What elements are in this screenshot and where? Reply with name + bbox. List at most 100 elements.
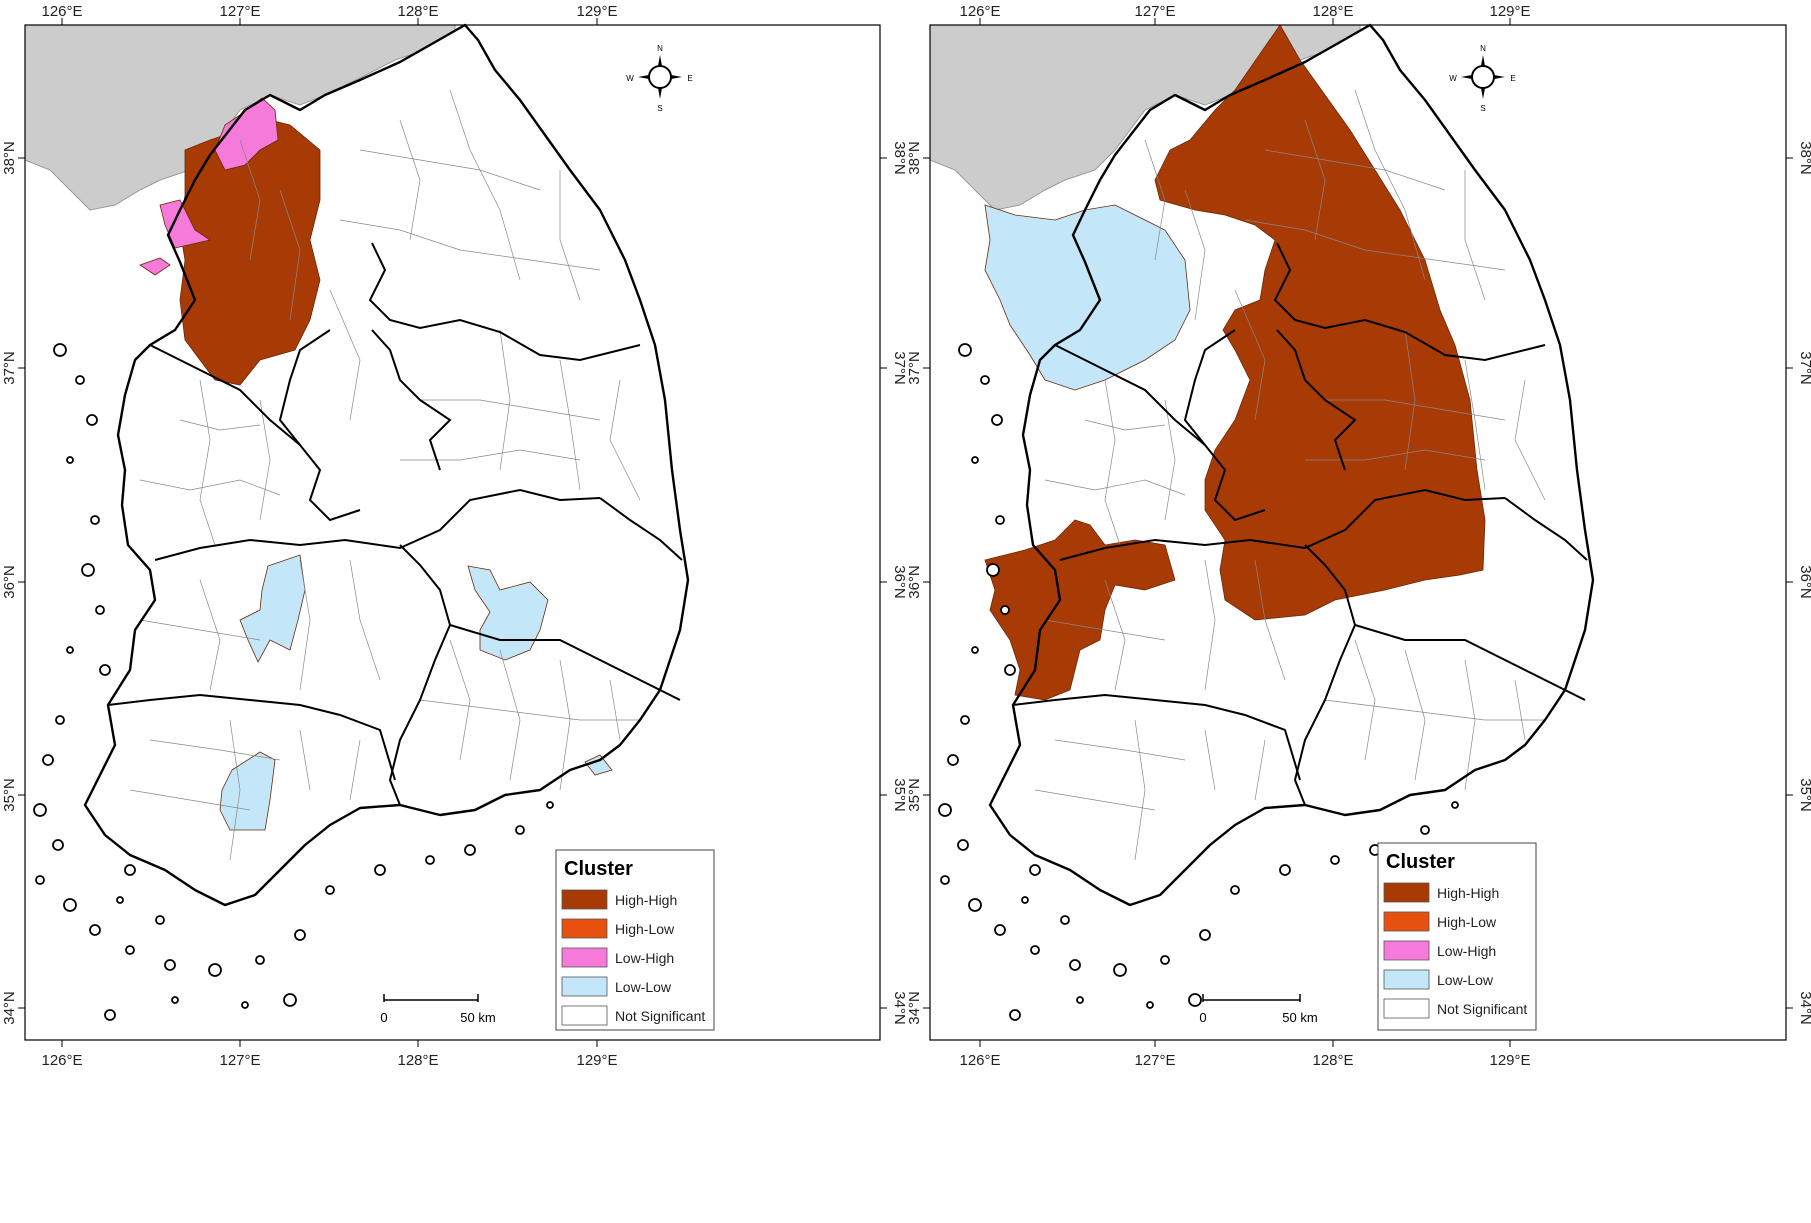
island <box>1330 855 1340 865</box>
longitude-tick-label-bottom: 128°E <box>1312 1052 1353 1069</box>
province-boundary <box>107 693 396 781</box>
island <box>124 864 136 876</box>
map-frame <box>24 24 881 1041</box>
district-boundary <box>1044 619 1166 641</box>
island <box>325 885 335 895</box>
latitude-tick-label-left: 36°N <box>906 565 923 599</box>
province-boundary <box>368 242 641 362</box>
district-boundary <box>1104 379 1121 546</box>
district-boundary <box>1204 559 1216 691</box>
island <box>991 414 1003 426</box>
latitude-tick-label-left: 35°N <box>906 778 923 812</box>
compass-label-e: E <box>1510 74 1515 83</box>
compass-label-n: N <box>1480 44 1486 53</box>
district-boundary <box>239 139 261 261</box>
latitude-tick-label-right: 35°N <box>891 778 905 812</box>
longitude-tick-label-top: 128°E <box>397 3 438 20</box>
longitude-tick-label-top: 129°E <box>1489 3 1530 20</box>
legend-swatch <box>561 947 608 968</box>
district-boundary <box>139 619 261 641</box>
longitude-tick-label-bottom: 129°E <box>1489 1052 1530 1069</box>
longitude-tick-label-top: 129°E <box>576 3 617 20</box>
island <box>1146 1001 1154 1009</box>
island <box>1069 959 1081 971</box>
compass-label-w: W <box>1449 74 1457 83</box>
longitude-tick-label-bottom: 127°E <box>219 1052 260 1069</box>
legend-item-label: Low-Low <box>615 979 672 995</box>
cluster-region-low-high <box>214 97 279 171</box>
island <box>986 563 1000 577</box>
island <box>116 896 124 904</box>
legend: Cluster High-High High-Low Low-High Low-Low N… <box>555 849 715 1031</box>
district-boundary <box>559 170 581 301</box>
province-boundary <box>388 544 452 806</box>
island <box>95 605 105 615</box>
island <box>55 715 65 725</box>
district-boundary <box>499 329 511 471</box>
district-boundary <box>1304 119 1326 241</box>
legend-swatch <box>561 889 608 910</box>
district-boundary <box>400 449 581 461</box>
district-boundary <box>1324 699 1545 721</box>
longitude-tick-label-bottom: 126°E <box>41 1052 82 1069</box>
island <box>1420 825 1430 835</box>
district-boundary <box>1084 419 1166 431</box>
longitude-tick-label-bottom: 129°E <box>576 1052 617 1069</box>
island <box>86 414 98 426</box>
latitude-tick-label-right: 37°N <box>1797 351 1811 385</box>
cluster-region-low-high <box>159 199 211 249</box>
province-boundary <box>149 344 301 446</box>
district-boundary <box>419 699 640 721</box>
latitude-tick-label-right: 34°N <box>891 991 905 1025</box>
district-boundary <box>1514 679 1526 741</box>
district-boundary <box>609 679 621 741</box>
district-boundary <box>399 119 421 241</box>
scale-label-end: 50 km <box>460 1010 495 1025</box>
longitude-tick-label-bottom: 128°E <box>397 1052 438 1069</box>
island <box>63 898 77 912</box>
longitude-tick-label-top: 126°E <box>959 3 1000 20</box>
province-boundary <box>599 497 683 561</box>
district-boundary <box>359 149 541 191</box>
district-boundary <box>139 479 281 496</box>
cluster-region-high-high <box>1154 24 1486 621</box>
district-boundary <box>499 649 521 781</box>
legend-swatch <box>1383 940 1430 961</box>
island <box>1009 1009 1021 1021</box>
map-svg: 126°E 126°E 127°E 127°E 128°E 128°E 129°E 129°E… <box>906 3 1811 1069</box>
district-boundary <box>229 719 241 861</box>
latitude-tick-label-left: 38°N <box>906 141 923 175</box>
legend-swatch <box>561 976 608 997</box>
map-panel-left: 126°E 126°E 127°E 127°E 128°E 128°E 129°E 129°E… <box>0 0 905 1223</box>
district-boundary <box>1254 559 1286 681</box>
legend-title: Cluster <box>564 858 633 880</box>
legend-item-label: Low-High <box>615 950 674 966</box>
longitude-tick-label-bottom: 126°E <box>959 1052 1000 1069</box>
coastline <box>988 23 1595 907</box>
district-boundary <box>259 399 271 521</box>
legend-swatch <box>1383 911 1430 932</box>
island <box>995 515 1005 525</box>
island <box>1000 605 1010 615</box>
legend-swatch <box>1383 882 1430 903</box>
island <box>1060 915 1070 925</box>
latitude-tick-label-right: 36°N <box>1797 565 1811 599</box>
cluster-region-low-low <box>584 754 613 776</box>
district-boundary <box>149 739 281 761</box>
district-boundary <box>559 659 571 791</box>
island <box>980 375 990 385</box>
cluster-region-low-high <box>139 257 171 276</box>
district-boundary <box>1204 729 1216 791</box>
island <box>255 955 265 965</box>
district-boundary <box>349 739 361 801</box>
district-boundary <box>449 639 471 761</box>
province-boundary <box>154 488 601 561</box>
map-svg: 126°E 126°E 127°E 127°E 128°E 128°E 129°E 129°E… <box>1 3 905 1069</box>
island <box>155 915 165 925</box>
legend: Cluster High-High High-Low Low-High Low-Low N… <box>1377 842 1537 1031</box>
island <box>947 754 959 766</box>
island <box>81 563 95 577</box>
district-boundary <box>1044 479 1186 496</box>
island <box>208 963 222 977</box>
district-boundary <box>199 579 221 691</box>
